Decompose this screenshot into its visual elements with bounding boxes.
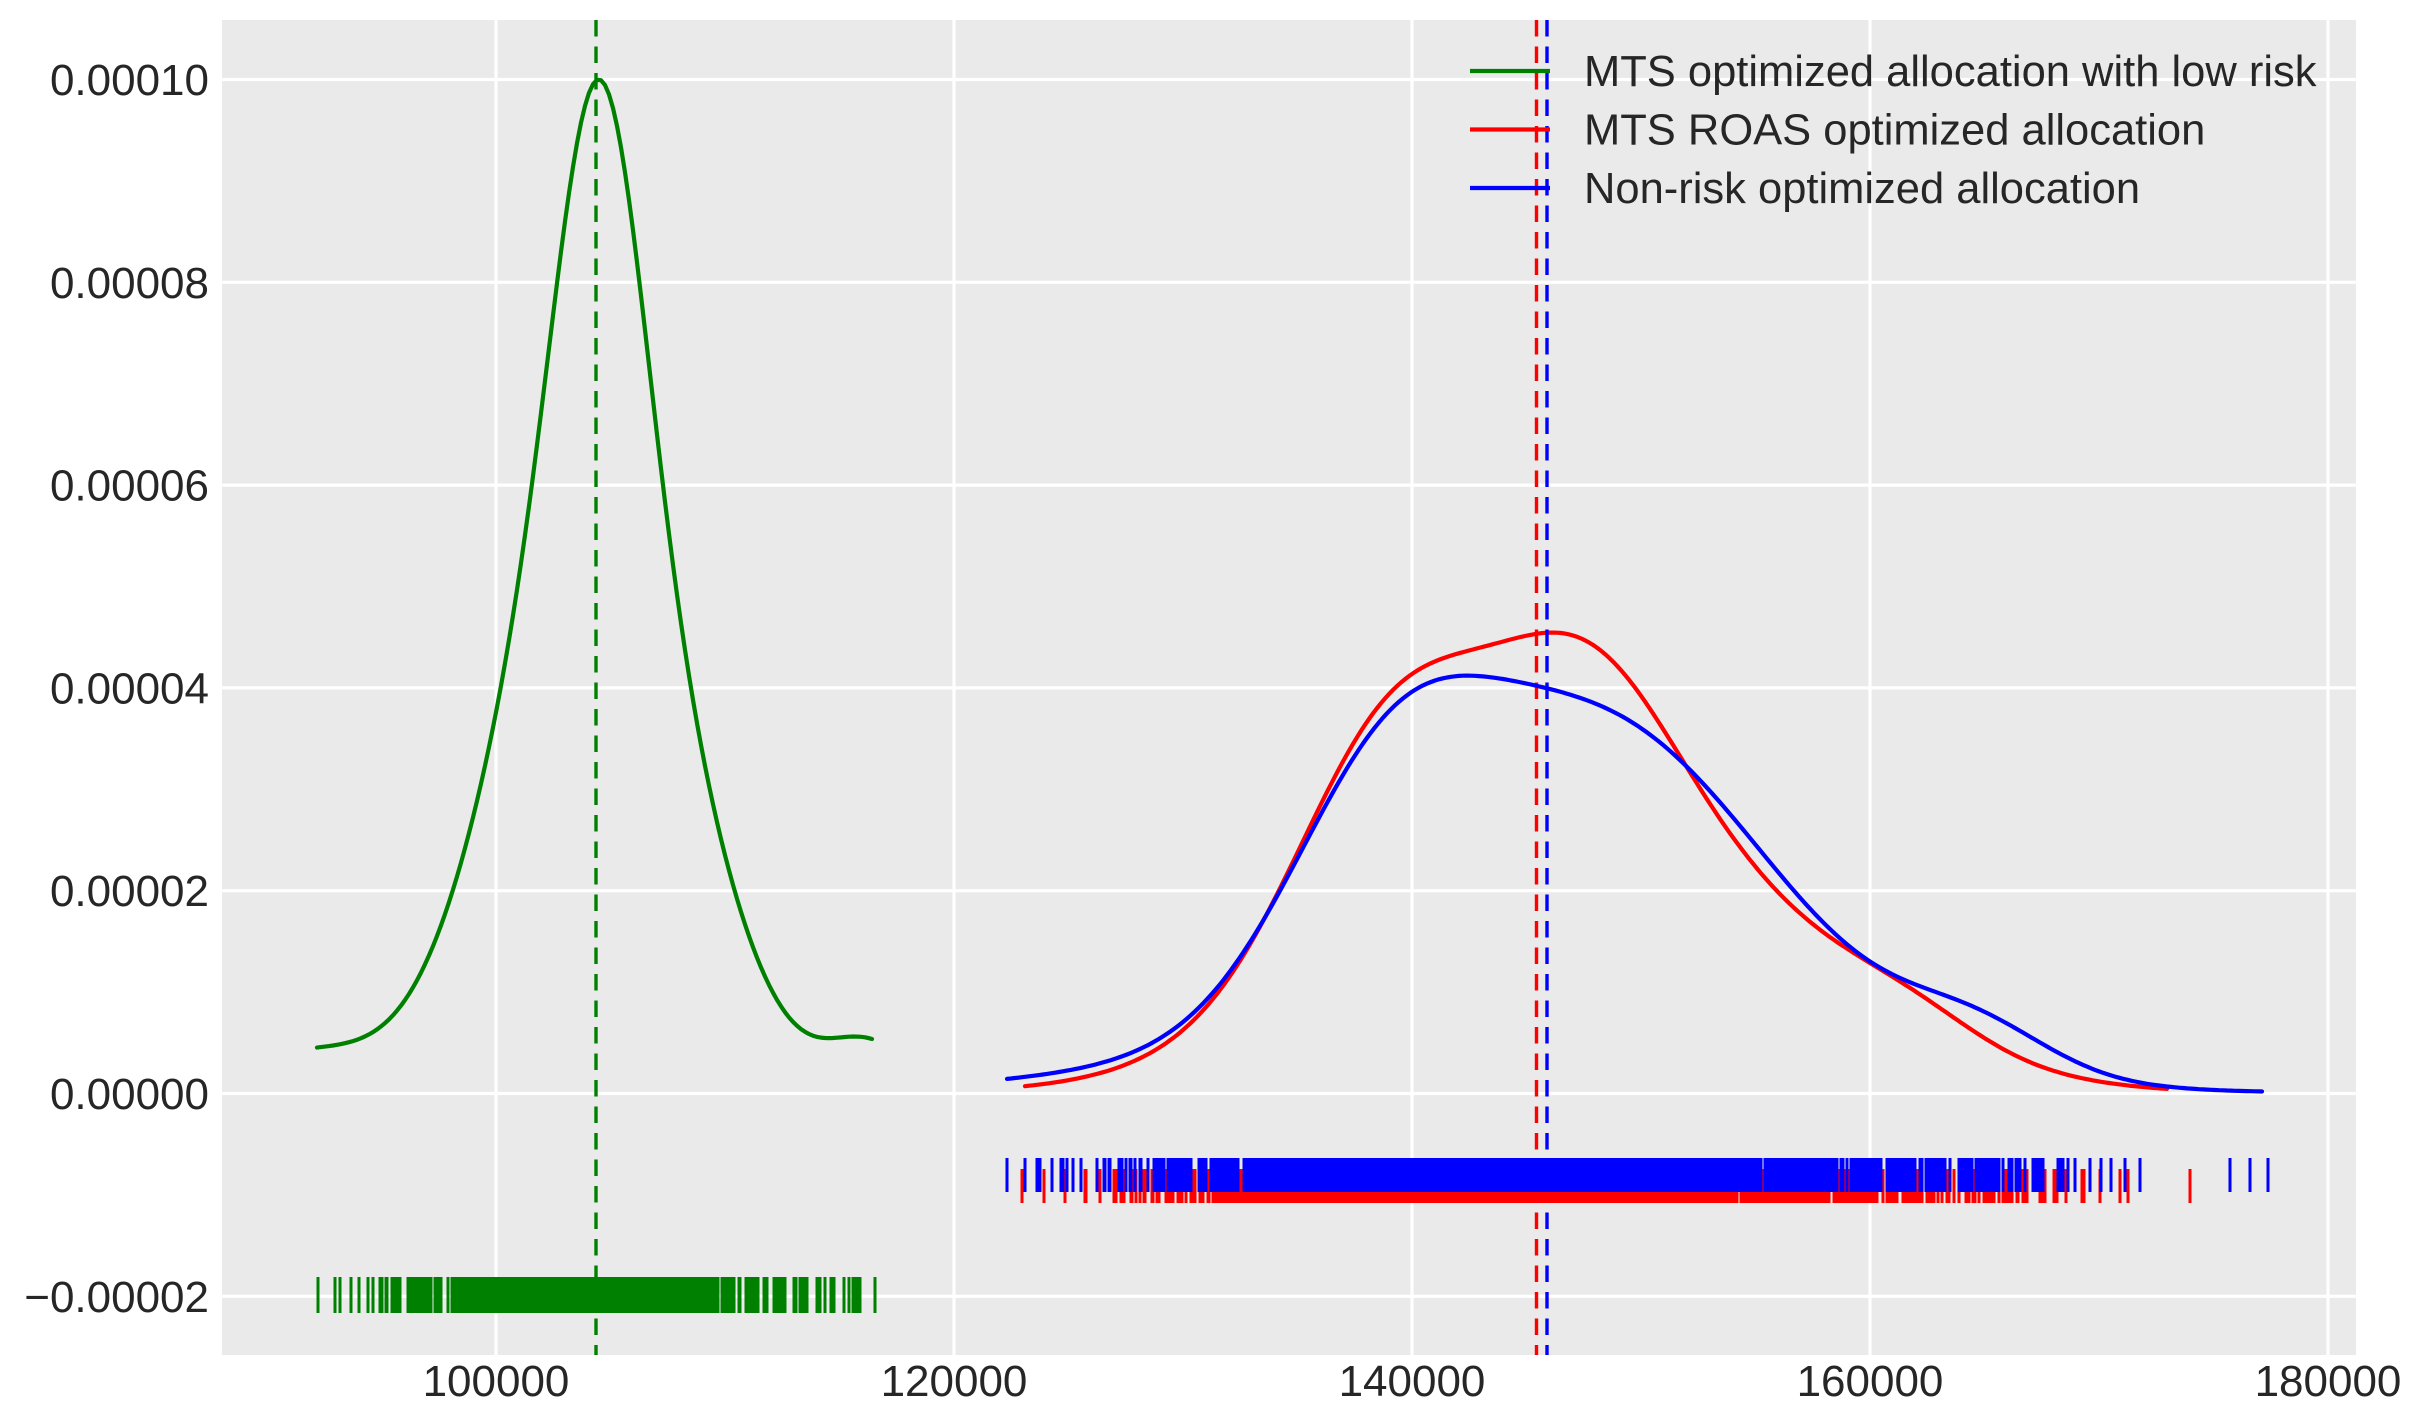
svg-text:−0.00002: −0.00002: [24, 1273, 209, 1322]
svg-text:160000: 160000: [1797, 1357, 1944, 1406]
svg-text:120000: 120000: [881, 1357, 1028, 1406]
svg-text:0.00008: 0.00008: [50, 259, 209, 308]
svg-text:0.00004: 0.00004: [50, 664, 209, 713]
svg-text:Non-risk optimized allocation: Non-risk optimized allocation: [1584, 165, 2140, 213]
svg-text:100000: 100000: [423, 1357, 570, 1406]
svg-text:0.00000: 0.00000: [50, 1070, 209, 1119]
svg-text:MTS optimized allocation with: MTS optimized allocation with low risk: [1584, 48, 2317, 96]
svg-text:0.00006: 0.00006: [50, 462, 209, 511]
svg-text:0.00002: 0.00002: [50, 867, 209, 916]
svg-text:MTS ROAS optimized allocation: MTS ROAS optimized allocation: [1584, 107, 2205, 155]
svg-text:0.00010: 0.00010: [50, 56, 209, 105]
svg-text:140000: 140000: [1339, 1357, 1486, 1406]
svg-text:180000: 180000: [2255, 1357, 2402, 1406]
